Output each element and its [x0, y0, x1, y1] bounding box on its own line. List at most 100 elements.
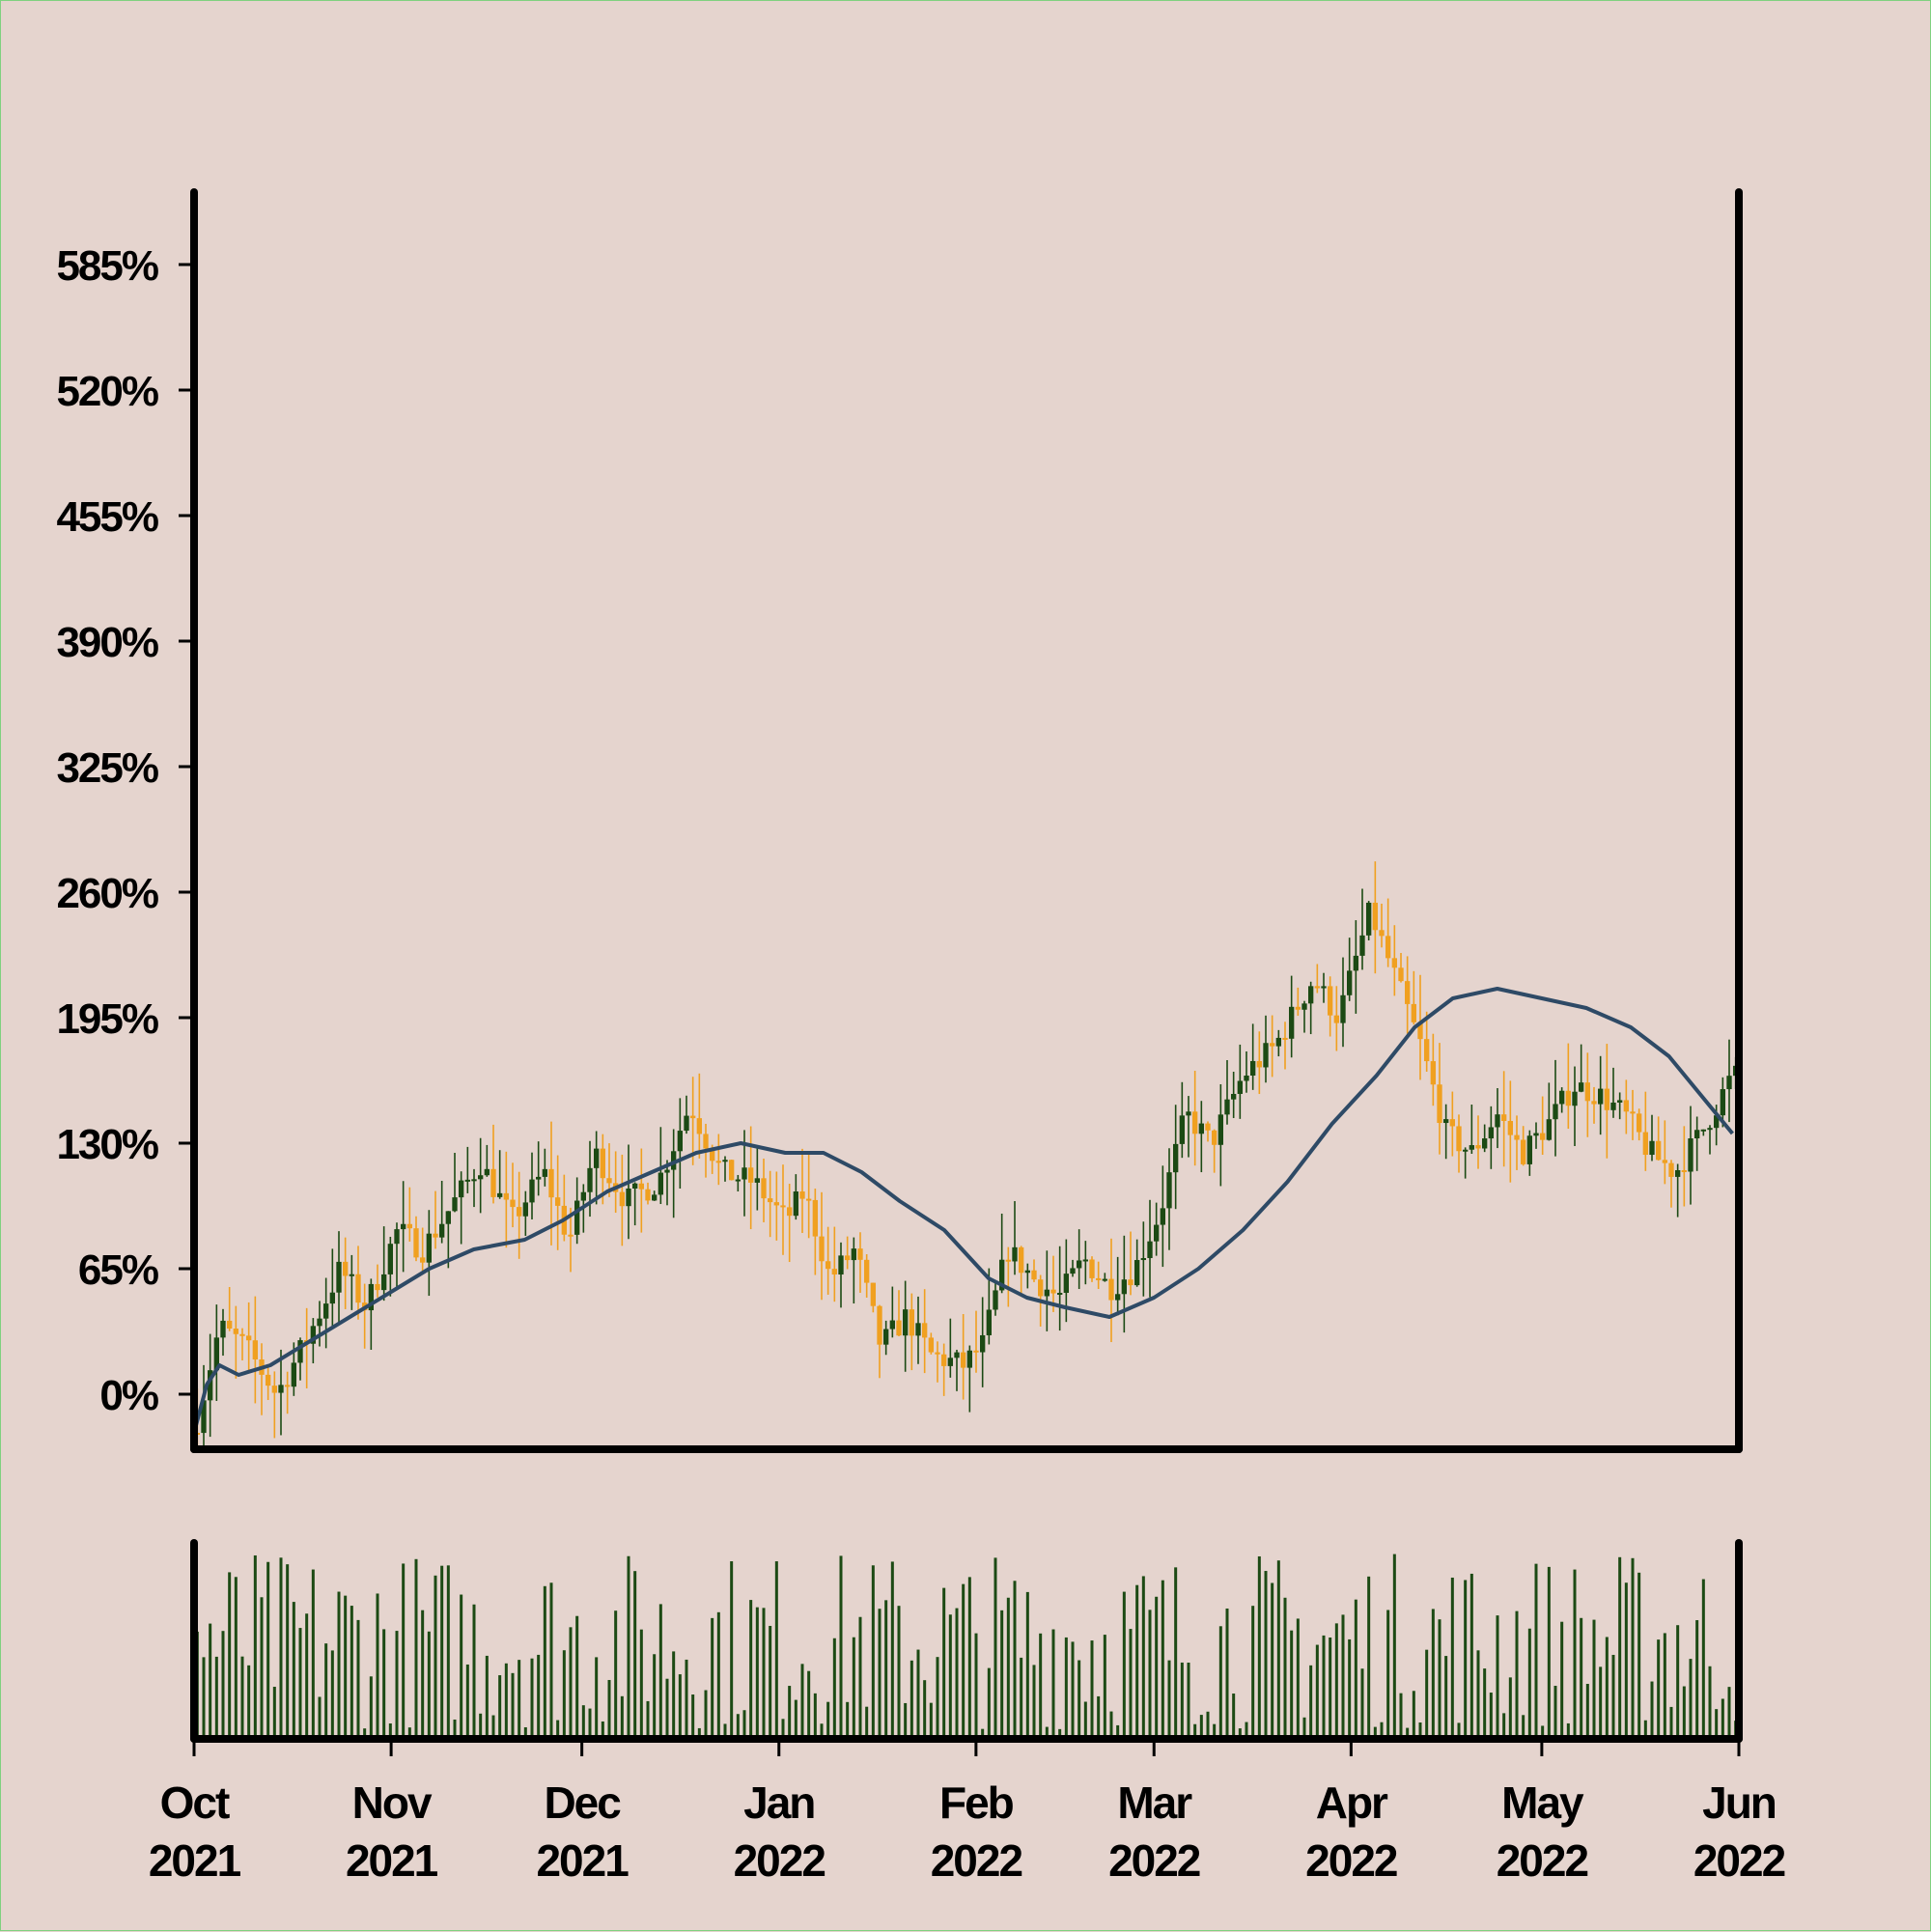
volume-bar [800, 1664, 804, 1739]
volume-bar [1251, 1606, 1255, 1739]
candle-body [574, 1200, 580, 1235]
volume-bar [1322, 1635, 1326, 1739]
candle-body [1173, 1143, 1179, 1173]
volume-bar [504, 1663, 508, 1739]
candle-body [922, 1323, 928, 1338]
volume-bar [202, 1657, 206, 1739]
volume-bar [1547, 1566, 1551, 1739]
volume-bar [1592, 1619, 1596, 1739]
candle-body [497, 1192, 503, 1197]
volume-bar [788, 1686, 792, 1739]
candle-body [1591, 1101, 1597, 1105]
candle-body [864, 1259, 870, 1283]
candle-body [542, 1168, 547, 1177]
candle-body [1482, 1138, 1488, 1149]
candle-body [349, 1274, 354, 1276]
volume-bar [1090, 1640, 1094, 1739]
candle-body [619, 1191, 625, 1207]
candle-body [375, 1283, 380, 1291]
volume-bar [562, 1650, 566, 1739]
volume-bar [601, 1721, 604, 1739]
candle-body [652, 1194, 658, 1201]
candle-body [999, 1259, 1005, 1291]
candle-body [1147, 1241, 1153, 1259]
candle-body [478, 1175, 484, 1180]
candle-body [1514, 1134, 1520, 1140]
volume-bar [697, 1727, 701, 1739]
volume-bar [1129, 1629, 1133, 1739]
candle-body [780, 1205, 786, 1208]
candle-body [632, 1183, 638, 1189]
candle-body [626, 1188, 631, 1207]
volume-bar [1618, 1556, 1622, 1739]
candle-body [323, 1303, 329, 1319]
candle-body [671, 1151, 677, 1170]
candle-body [915, 1323, 921, 1336]
volume-bar [311, 1569, 315, 1739]
candle-body [1160, 1208, 1165, 1225]
volume-bar [209, 1623, 212, 1739]
candle-body [1469, 1145, 1474, 1150]
candle-body [961, 1352, 966, 1368]
volume-bar [1637, 1572, 1641, 1739]
volume-bar [434, 1575, 437, 1739]
volume-bar [1476, 1650, 1480, 1739]
candle-body [838, 1255, 844, 1275]
volume-bar [1715, 1709, 1719, 1739]
volume-bar [890, 1561, 894, 1739]
x-tick-year: 2022 [1305, 1835, 1397, 1886]
volume-bar [1309, 1665, 1313, 1739]
candle-body [1270, 1043, 1275, 1047]
volume-bar [742, 1710, 746, 1739]
volume-bar [897, 1606, 901, 1739]
volume-bar [1560, 1621, 1564, 1739]
candle-body [1526, 1135, 1532, 1164]
volume-bar [1348, 1638, 1352, 1739]
volume-bar [1218, 1626, 1222, 1739]
candle-body [336, 1261, 342, 1293]
volume-bar [221, 1631, 225, 1739]
volume-bar [1058, 1728, 1062, 1739]
candle-body [1314, 986, 1320, 989]
volume-bar [929, 1702, 933, 1739]
candle-body [426, 1233, 432, 1263]
volume-bar [665, 1678, 669, 1739]
volume-bar [723, 1723, 727, 1739]
volume-bar [755, 1607, 759, 1739]
candle-body [401, 1223, 406, 1230]
volume-bar [839, 1555, 843, 1739]
candle-body [690, 1115, 696, 1119]
candle-body [1077, 1260, 1082, 1269]
candle-body [484, 1168, 490, 1176]
volume-bar [1438, 1619, 1441, 1739]
candle-body [1572, 1091, 1578, 1106]
volume-bar [646, 1700, 650, 1739]
candle-body [754, 1178, 760, 1183]
volume-bar [337, 1591, 341, 1739]
volume-bar [846, 1701, 850, 1739]
candle-body [1726, 1076, 1732, 1090]
volume-bar [1444, 1656, 1448, 1739]
candle-body [1501, 1114, 1507, 1121]
volume-bar [974, 1633, 978, 1739]
volume-bar [769, 1625, 772, 1739]
volume-bar [324, 1643, 328, 1739]
candle-body [1707, 1128, 1713, 1131]
candle-body [1250, 1060, 1256, 1076]
x-tick-year: 2022 [734, 1835, 826, 1886]
candle-body [252, 1340, 258, 1360]
volume-bar [228, 1572, 232, 1739]
candle-body [773, 1202, 779, 1206]
x-tick-year: 2021 [346, 1835, 438, 1886]
x-tick-month: Jan [743, 1778, 814, 1828]
volume-bar [1708, 1666, 1712, 1739]
candle-body [761, 1178, 767, 1199]
x-tick-year: 2021 [536, 1835, 629, 1886]
volume-bar [672, 1651, 676, 1739]
volume-bar [1611, 1654, 1615, 1739]
volume-bar [214, 1656, 218, 1739]
candle-body [980, 1334, 986, 1353]
candle-body [1379, 930, 1385, 937]
volume-bar [1360, 1668, 1364, 1739]
volume-bar [247, 1665, 251, 1739]
